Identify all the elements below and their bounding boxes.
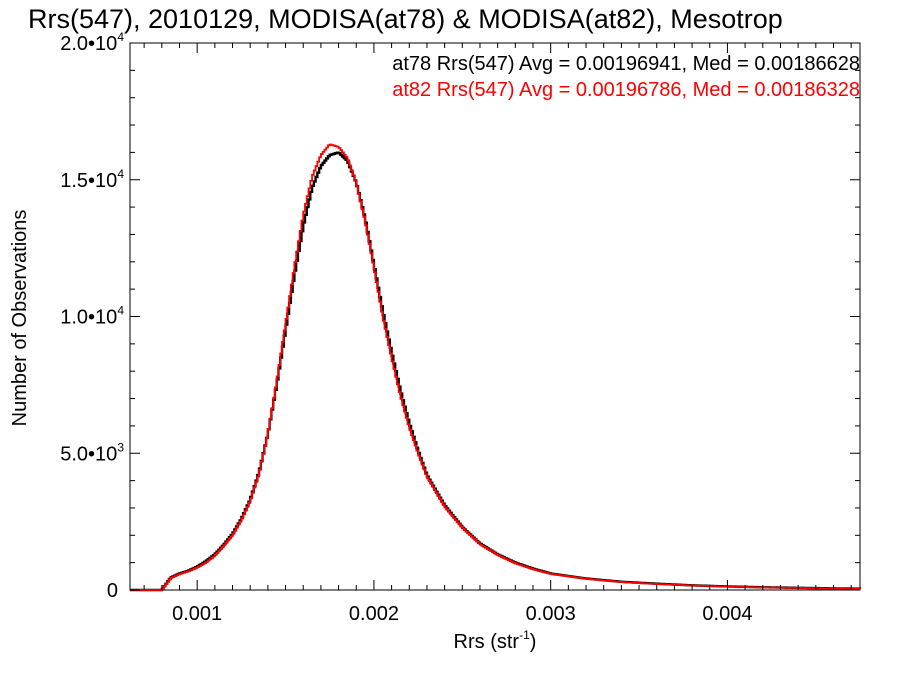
y-tick-label-base: 0 — [107, 580, 118, 602]
x-axis-label-text: Rrs (str — [454, 631, 520, 653]
legend-entry-at82: at82 Rrs(547) Avg = 0.00196786, Med = 0.… — [392, 79, 860, 101]
x-axis-label-close: ) — [530, 631, 537, 653]
plot-border — [129, 42, 861, 591]
x-tick-label: 0.003 — [526, 603, 576, 625]
y-tick-label-base: 2.0•10 — [60, 33, 117, 55]
y-tick-label: 1.5•104 — [60, 167, 124, 192]
x-axis-ticks: 0.001 0.002 0.003 0.004 — [143, 43, 852, 625]
y-tick-label-exponent: 4 — [117, 167, 124, 181]
chart-title: Rrs(547), 2010129, MODISA(at78) & MODISA… — [28, 4, 783, 34]
y-tick-label-exponent: 4 — [117, 30, 124, 44]
legend-entry-at78: at78 Rrs(547) Avg = 0.00196941, Med = 0.… — [392, 53, 860, 75]
y-tick-label-base: 5.0•10 — [60, 443, 117, 465]
series-line-1 — [130, 143, 861, 591]
x-axis-label-exponent: -1 — [519, 628, 530, 642]
x-axis-label: Rrs (str-1) — [454, 628, 537, 653]
y-tick-label: 0 — [107, 580, 118, 602]
y-tick-label: 1.0•104 — [60, 304, 124, 329]
series-layer — [130, 143, 862, 592]
y-tick-label-exponent: 3 — [117, 440, 124, 454]
x-tick-label: 0.001 — [172, 603, 222, 625]
x-tick-label: 0.002 — [349, 603, 399, 625]
y-axis-label: Number of Observations — [9, 210, 31, 427]
y-tick-label: 5.0•103 — [60, 440, 124, 465]
x-tick-label: 0.004 — [702, 603, 752, 625]
y-tick-label-exponent: 4 — [117, 304, 124, 318]
y-tick-label-base: 1.5•10 — [60, 170, 117, 192]
y-tick-label-base: 1.0•10 — [60, 307, 117, 329]
plot-frame — [129, 42, 861, 591]
legend: at78 Rrs(547) Avg = 0.00196941, Med = 0.… — [392, 53, 860, 101]
y-tick-label: 2.0•104 — [60, 30, 124, 55]
